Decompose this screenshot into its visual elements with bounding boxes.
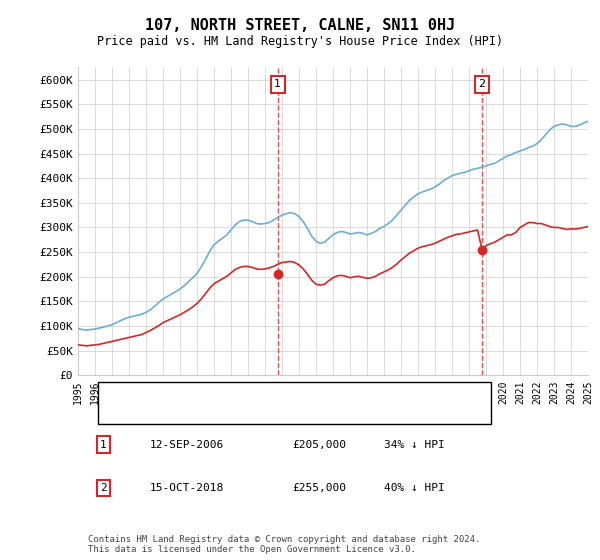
Text: 1: 1 — [100, 440, 107, 450]
Text: 107, NORTH STREET, CALNE, SN11 0HJ: 107, NORTH STREET, CALNE, SN11 0HJ — [145, 18, 455, 32]
FancyBboxPatch shape — [98, 382, 491, 424]
Text: £255,000: £255,000 — [292, 483, 346, 493]
Text: 12-SEP-2006: 12-SEP-2006 — [149, 440, 224, 450]
Text: 2: 2 — [100, 483, 107, 493]
Text: 1: 1 — [274, 80, 281, 90]
Text: 34% ↓ HPI: 34% ↓ HPI — [384, 440, 445, 450]
Text: Contains HM Land Registry data © Crown copyright and database right 2024.
This d: Contains HM Land Registry data © Crown c… — [88, 535, 481, 554]
Text: 15-OCT-2018: 15-OCT-2018 — [149, 483, 224, 493]
Text: Price paid vs. HM Land Registry's House Price Index (HPI): Price paid vs. HM Land Registry's House … — [97, 35, 503, 49]
Text: 2: 2 — [478, 80, 485, 90]
Text: HPI: Average price, detached house, Wiltshire: HPI: Average price, detached house, Wilt… — [155, 407, 436, 417]
Text: 107, NORTH STREET, CALNE, SN11 0HJ (detached house): 107, NORTH STREET, CALNE, SN11 0HJ (deta… — [155, 390, 473, 399]
Text: £205,000: £205,000 — [292, 440, 346, 450]
Text: 40% ↓ HPI: 40% ↓ HPI — [384, 483, 445, 493]
